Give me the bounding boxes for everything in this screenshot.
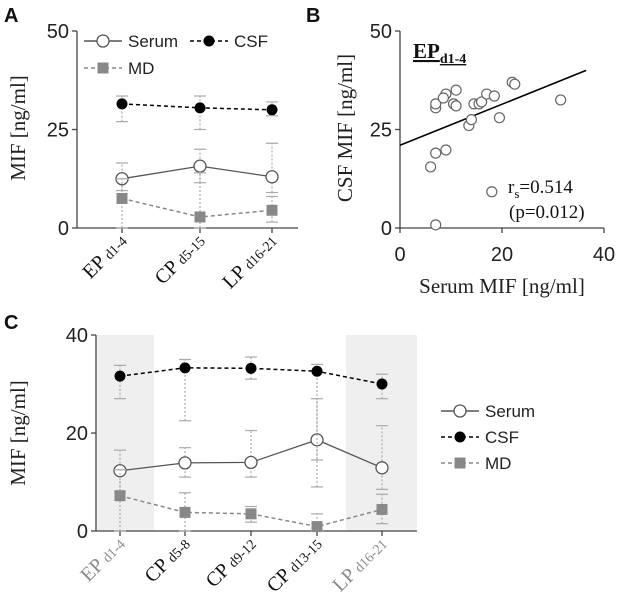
panel-b-scatter-point — [425, 161, 437, 173]
panel-b-scatter-point — [430, 147, 442, 159]
panel-a-x-tick-label-sub: d16-21 — [242, 234, 281, 273]
panel-b-scatter-point — [440, 144, 452, 156]
panel-c-y-axis-title: MIF [ng/ml] — [6, 380, 30, 486]
panel-c-md-point — [114, 490, 126, 502]
panel-c-md-point — [376, 503, 388, 515]
panel-letter-b: B — [306, 5, 320, 27]
panel-a-md-point — [194, 211, 206, 223]
panel-b-title-main: EP — [413, 39, 440, 63]
panel-a-x-tick-label: LP d16-21 — [218, 230, 281, 293]
panel-c-md-point — [311, 521, 323, 533]
panel-b-scatter-point — [488, 90, 500, 102]
panel-letter-c: C — [4, 312, 18, 334]
panel-c-serum-point — [244, 455, 258, 470]
panel-c-serum-point — [178, 456, 192, 470]
panel-c-csf-point — [114, 370, 126, 382]
panel-a-x-tick-label: CP d5-15 — [151, 230, 210, 289]
panel-a-x-tick-label-sub: d5-15 — [175, 234, 209, 268]
panel-a-csf-point — [194, 102, 206, 114]
panel-b-x-tick-label: 20 — [491, 244, 513, 266]
panel-b-scatter-point — [555, 94, 567, 106]
panel-c-legend-md-label: MD — [485, 454, 511, 473]
panel-b-y-tick-label: 25 — [370, 120, 392, 142]
panel-c-x-tick-label-sub: d16-21 — [352, 537, 391, 576]
panel-c-csf-point — [311, 365, 323, 377]
panel-letter-a: A — [4, 5, 18, 27]
panel-c-csf-point — [376, 378, 388, 390]
panel-a-legend-md-marker — [97, 62, 109, 74]
panel-b-scatter-point — [509, 78, 521, 90]
panel-c-serum-point — [375, 461, 389, 475]
panel-b-scatter-point — [465, 114, 477, 126]
panel-a-csf-point — [266, 104, 278, 116]
panel-a-legend-serum-marker — [96, 34, 110, 48]
panel-c-x-tick-label: CP d13-15 — [263, 533, 327, 597]
panel-a-y-tick-label: 25 — [47, 120, 69, 142]
panel-b-scatter-point — [430, 98, 442, 110]
panel-b-scatter-point — [486, 186, 498, 198]
panel-b-x-axis-title: Serum MIF [ng/ml] — [419, 274, 585, 298]
panel-c-y-tick-label: 40 — [66, 325, 88, 347]
panel-b-fit-line — [399, 69, 587, 147]
panel-b-y-tick-label: 50 — [370, 21, 392, 43]
panel-b-p-annotation: (p=0.012) — [509, 202, 585, 223]
panel-a-legend-serum-label: Serum — [128, 32, 178, 51]
panel-c-shaded-band-0 — [97, 335, 154, 531]
panel-c-x-tick-label-sub: d13-15 — [287, 537, 326, 576]
panel-c-legend-csf-marker — [454, 431, 466, 443]
panel-c-legend-md-marker — [454, 457, 466, 469]
panel-c-csf-point — [245, 362, 257, 374]
panel-c-md-point — [245, 508, 257, 520]
panel-c-md-point — [179, 506, 191, 518]
panel-c-y-tick-label: 20 — [66, 423, 88, 445]
panel-c-csf-line — [119, 367, 383, 385]
panel-c-legend-serum-marker — [453, 404, 467, 418]
panel-c-legend-csf-label: CSF — [485, 428, 519, 447]
panel-b-rs-value: =0.514 — [519, 177, 573, 198]
panel-c-x-tick-label: CP d9-12 — [202, 533, 261, 592]
panel-a-csf-point — [116, 98, 128, 110]
panel-b-title: EPd1-4 — [413, 39, 466, 67]
panel-b-rs-annotation: rs=0.514 — [508, 177, 573, 201]
panel-a-y-tick-label: 50 — [47, 21, 69, 43]
panel-c-legend-serum-label: Serum — [485, 402, 535, 421]
panel-b-scatter-point — [493, 112, 506, 124]
panel-a-legend-csf-marker — [203, 35, 215, 47]
panel-c-y-tick-label: 0 — [77, 521, 88, 543]
panel-b-scatter-point — [450, 84, 462, 96]
panel-b-title-sub: d1-4 — [440, 52, 466, 67]
panel-c-x-tick-label: LP d16-21 — [328, 533, 391, 596]
panel-a-md-point — [116, 192, 128, 204]
panel-b-y-axis-title: CSF MIF [ng/ml] — [333, 54, 357, 202]
panel-a-legend-csf-label: CSF — [234, 32, 268, 51]
panel-a-serum-point — [193, 159, 207, 173]
panel-b-rs-sub: s — [514, 186, 519, 201]
panel-a-serum-point — [265, 170, 279, 184]
panel-b-y-tick-label: 0 — [381, 218, 392, 240]
panel-c-x-tick-label-sub: d9-12 — [226, 537, 260, 571]
panel-a-x-tick-label: EP d1-4 — [78, 230, 131, 283]
panel-b-chart: CSF MIF [ng/ml] Serum MIF [ng/ml] EPd1-4… — [333, 21, 615, 298]
panel-a-y-tick-label: 0 — [58, 218, 69, 240]
panel-c-x-tick-label: CP d5-8 — [141, 533, 195, 587]
panel-a-legend-md-label: MD — [128, 59, 154, 78]
panel-b-scatter-point — [430, 219, 442, 231]
panel-b-scatter-point — [476, 96, 488, 108]
panel-c-csf-point — [179, 362, 191, 374]
panel-b-x-tick-label: 0 — [394, 244, 405, 266]
panel-b-x-tick-label: 40 — [593, 244, 615, 266]
panel-b-scatter-point — [450, 100, 462, 112]
panel-b-rs-label: r — [508, 177, 515, 198]
panel-a-y-axis-title: MIF [ng/ml] — [6, 75, 30, 181]
panel-b-scatter-point — [437, 92, 449, 104]
panel-a-md-point — [266, 204, 278, 216]
